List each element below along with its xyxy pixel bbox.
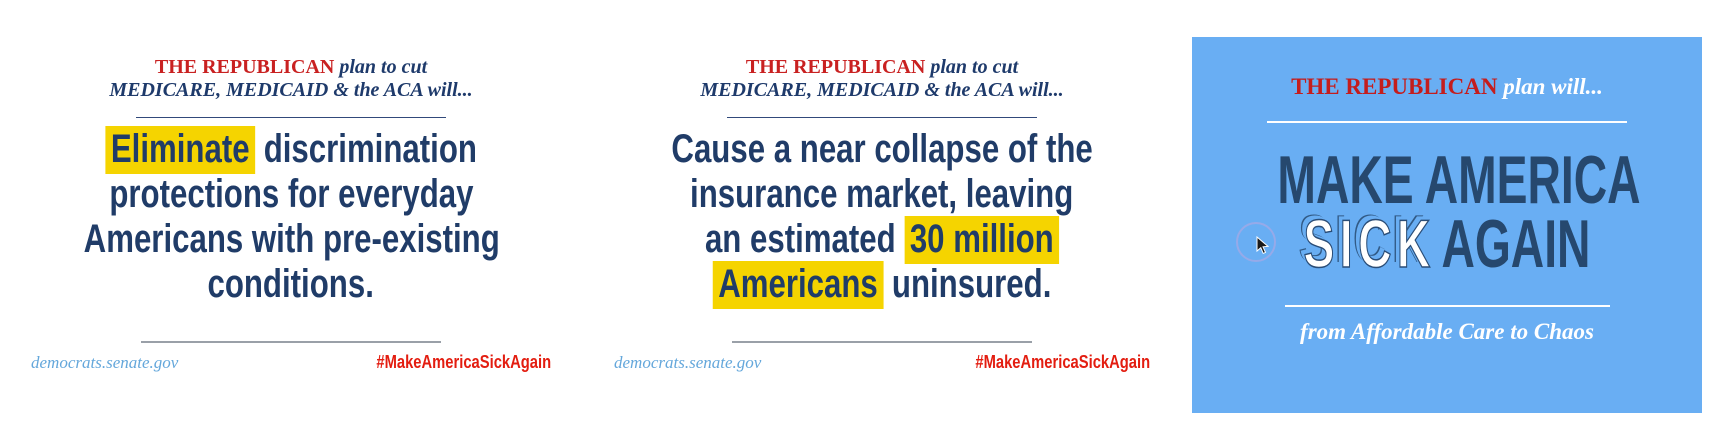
infographic-card-collapse[interactable]: THE REPUBLICAN plan to cut MEDICARE, MED… bbox=[608, 0, 1156, 438]
header-rest: plan will... bbox=[1503, 74, 1603, 99]
card-header: THE REPUBLICAN plan to cut MEDICARE, MED… bbox=[25, 0, 557, 102]
headline-line: protections for everyday bbox=[108, 172, 474, 216]
footer-divider bbox=[1284, 305, 1610, 307]
card-headline: Cause a near collapse of the insurance ma… bbox=[608, 127, 1156, 309]
header-divider bbox=[136, 117, 446, 118]
card-header: THE REPUBLICAN plan will... bbox=[1192, 37, 1702, 101]
header-rest: plan to cut bbox=[930, 56, 1019, 78]
footer-divider bbox=[141, 341, 441, 343]
headline-line: Americans with pre-existing bbox=[83, 217, 500, 261]
header-line-1: THE REPUBLICAN plan to cut bbox=[25, 56, 557, 79]
header-divider bbox=[1267, 121, 1627, 123]
hashtag-label[interactable]: #MakeAmericaSickAgain bbox=[376, 352, 551, 372]
highlighted-text: 30 million bbox=[904, 216, 1060, 264]
again-word: AGAIN bbox=[1441, 206, 1591, 282]
headline-line: Cause a near collapse of the bbox=[671, 127, 1093, 171]
header-line-2: MEDICARE, MEDICAID & the ACA will... bbox=[109, 79, 473, 101]
header-line-1: THE REPUBLICAN plan to cut bbox=[608, 56, 1156, 79]
headline-make-america: MAKE AMERICA bbox=[1192, 142, 1702, 218]
headline-line: Americans uninsured. bbox=[608, 261, 1156, 309]
headline-text: MAKE AMERICA bbox=[1277, 142, 1641, 218]
card-headline: Eliminate discrimination protections for … bbox=[25, 126, 557, 307]
header-emphasis: THE REPUBLICAN bbox=[1291, 74, 1498, 99]
infographic-card-eliminate[interactable]: THE REPUBLICAN plan to cut MEDICARE, MED… bbox=[25, 0, 557, 438]
header-divider bbox=[727, 117, 1037, 118]
footer-divider bbox=[732, 341, 1032, 343]
tagline: from Affordable Care to Chaos bbox=[1300, 319, 1594, 344]
headline-line: Eliminate discrimination bbox=[25, 126, 557, 174]
card-footer: democrats.senate.gov #MakeAmericaSickAga… bbox=[608, 352, 1156, 373]
highlighted-text: Americans bbox=[712, 261, 884, 309]
card-header: THE REPUBLICAN plan to cut MEDICARE, MED… bbox=[608, 0, 1156, 102]
headline-line: insurance market, leaving bbox=[690, 172, 1074, 216]
headline-text: SICK AGAIN bbox=[1303, 209, 1590, 279]
source-url[interactable]: democrats.senate.gov bbox=[614, 353, 762, 372]
header-rest: plan to cut bbox=[339, 56, 428, 78]
hashtag-label[interactable]: #MakeAmericaSickAgain bbox=[975, 352, 1150, 372]
sick-outline-word: SICK bbox=[1303, 206, 1436, 282]
header-line-2: MEDICARE, MEDICAID & the ACA will... bbox=[700, 79, 1064, 101]
infographic-card-make-america-sick[interactable]: THE REPUBLICAN plan will... MAKE AMERICA… bbox=[1192, 37, 1702, 413]
header-emphasis: THE REPUBLICAN bbox=[745, 56, 926, 78]
source-url[interactable]: democrats.senate.gov bbox=[31, 353, 179, 372]
headline-line: conditions. bbox=[207, 262, 375, 306]
header-emphasis: THE REPUBLICAN bbox=[154, 56, 335, 78]
headline-line: an estimated 30 million bbox=[608, 216, 1156, 264]
card-footer: democrats.senate.gov #MakeAmericaSickAga… bbox=[25, 352, 557, 373]
headline-sick-again: SICK AGAIN bbox=[1192, 209, 1702, 279]
highlighted-text: Eliminate bbox=[105, 126, 255, 174]
